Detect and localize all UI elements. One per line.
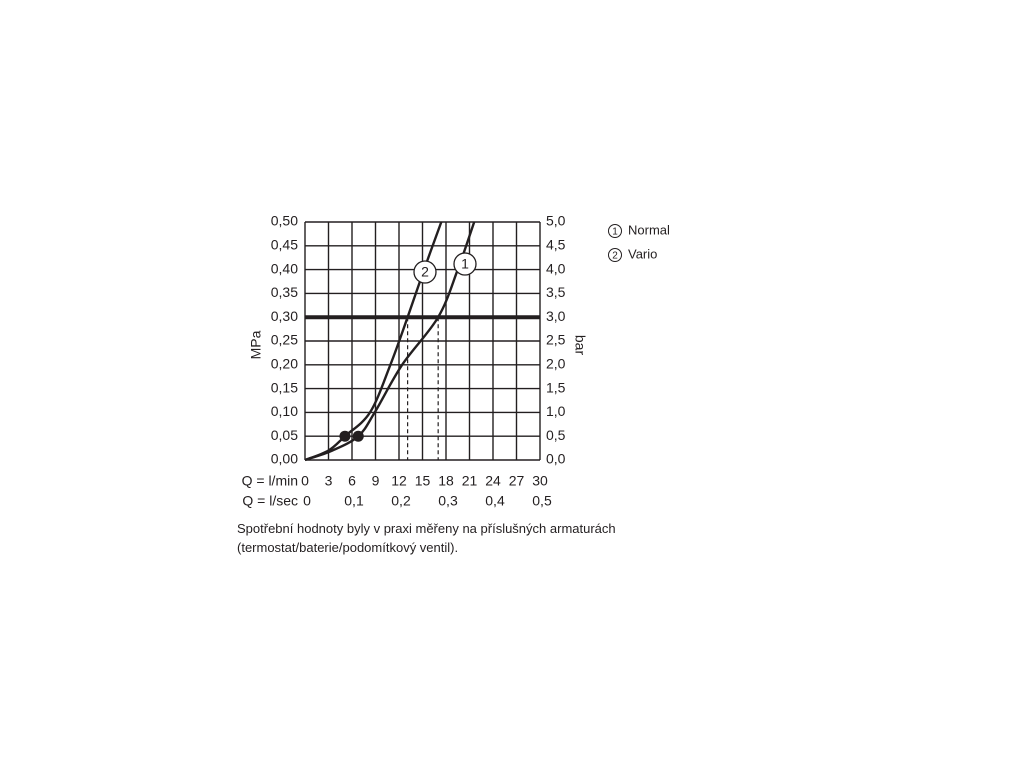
point	[352, 430, 364, 442]
x-tick-label: 9	[372, 473, 380, 489]
x-tick-label: 27	[509, 473, 525, 489]
y-tick-label: 0,00	[271, 451, 298, 467]
legend-ring	[608, 224, 622, 238]
x2-axis-title: Q = l/sec	[242, 493, 298, 509]
y-tick-label: 0,35	[271, 284, 298, 300]
x-tick-label: 18	[438, 473, 454, 489]
curve-label-ring	[453, 252, 477, 276]
y2-tick-label: 4,5	[546, 237, 566, 253]
legend-ring	[608, 248, 622, 262]
y-tick-label: 0,45	[271, 237, 298, 253]
x2-tick-label: 0,3	[438, 493, 458, 509]
y-axis-title: MPa	[248, 330, 264, 359]
x-axis-title: Q = l/min	[242, 473, 298, 489]
curve	[304, 221, 476, 462]
y2-tick-label: 2,5	[546, 332, 566, 348]
x-tick-label: 24	[485, 473, 501, 489]
x-tick-label: 3	[325, 473, 333, 489]
y2-tick-label: 1,0	[546, 403, 566, 419]
legend-number: 1	[612, 227, 618, 238]
curve-label-ring	[413, 260, 437, 284]
y2-tick-label: 3,5	[546, 284, 566, 300]
x2-tick-label: 0,1	[344, 493, 364, 509]
x-tick-label: 0	[301, 473, 309, 489]
y-tick-label: 0,10	[271, 403, 298, 419]
x2-tick-label: 0	[303, 493, 311, 509]
curve-label: 2	[421, 264, 429, 280]
x-tick-label: 12	[391, 473, 407, 489]
y-tick-label: 0,20	[271, 356, 298, 372]
y2-tick-label: 2,0	[546, 356, 566, 372]
x-tick-label: 6	[348, 473, 356, 489]
x2-tick-label: 0,2	[391, 493, 411, 509]
y-tick-label: 0,25	[271, 332, 298, 348]
y-tick-label: 0,05	[271, 427, 298, 443]
y2-tick-label: 4,0	[546, 260, 566, 276]
y2-tick-label: 0,0	[546, 451, 566, 467]
note: Spotřební hodnoty byly v praxi měřeny na…	[237, 521, 616, 555]
y-tick-label: 0,15	[271, 379, 298, 395]
y-tick-label: 0,50	[271, 213, 298, 229]
y2-tick-label: 3,0	[546, 308, 566, 324]
y-tick-label: 0,30	[271, 308, 298, 324]
x2-tick-label: 0,5	[532, 493, 552, 509]
legend-label: Normal	[628, 222, 670, 237]
point	[339, 430, 351, 442]
y2-axis-title: bar	[572, 335, 588, 356]
x2-tick-label: 0,4	[485, 493, 505, 509]
y-tick-label: 0,40	[271, 260, 298, 276]
y2-tick-label: 5,0	[546, 213, 566, 229]
legend-label: Vario	[628, 246, 657, 261]
x-tick-label: 21	[462, 473, 478, 489]
x-tick-label: 15	[415, 473, 431, 489]
y2-tick-label: 1,5	[546, 379, 566, 395]
legend-number: 2	[612, 251, 618, 262]
x-tick-label: 30	[532, 473, 548, 489]
y2-tick-label: 0,5	[546, 427, 566, 443]
curve-label: 1	[461, 256, 469, 272]
